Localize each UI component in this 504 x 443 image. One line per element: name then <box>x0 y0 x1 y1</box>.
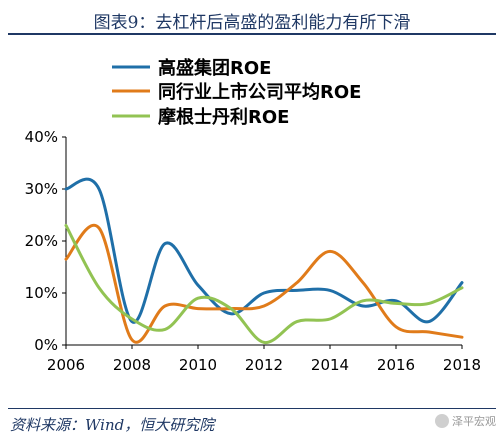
chart-lines <box>64 177 464 344</box>
legend-label: 高盛集团ROE <box>158 57 271 79</box>
series-line-1 <box>64 177 464 324</box>
x-tick-label: 2012 <box>245 356 283 374</box>
x-tick-label: 2016 <box>377 356 415 374</box>
wechat-icon <box>435 414 449 428</box>
x-tick-label: 2010 <box>179 356 217 374</box>
y-tick-label: 30% <box>25 180 58 198</box>
x-tick-label: 2006 <box>47 356 85 374</box>
title-bar: 图表9：去杠杆后高盛的盈利能力有所下滑 <box>0 0 504 35</box>
figure-title: 图表9：去杠杆后高盛的盈利能力有所下滑 <box>93 13 411 33</box>
x-tick-label: 2018 <box>443 356 481 374</box>
y-tick-label: 20% <box>25 232 58 250</box>
chart-axes: 0% 10% 20% 30% 40% 2006 2008 2010 2012 2014 2016 20… <box>25 128 481 374</box>
series-line-3 <box>64 223 464 344</box>
y-tick-label: 10% <box>25 284 58 302</box>
legend-label: 同行业上市公司平均ROE <box>158 81 361 103</box>
watermark: 泽平宏观 <box>435 413 496 429</box>
source-note: 资料来源：Wind，恒大研究院 <box>10 416 215 434</box>
y-tick-label: 40% <box>25 128 58 146</box>
watermark-label: 泽平宏观 <box>452 415 496 428</box>
y-tick-label: 0% <box>34 336 58 354</box>
title-divider <box>8 33 496 35</box>
source-divider <box>8 408 496 409</box>
legend-label: 摩根士丹利ROE <box>158 106 289 128</box>
series-line-2 <box>64 223 464 344</box>
x-tick-label: 2008 <box>113 356 151 374</box>
x-tick-label: 2014 <box>311 356 349 374</box>
